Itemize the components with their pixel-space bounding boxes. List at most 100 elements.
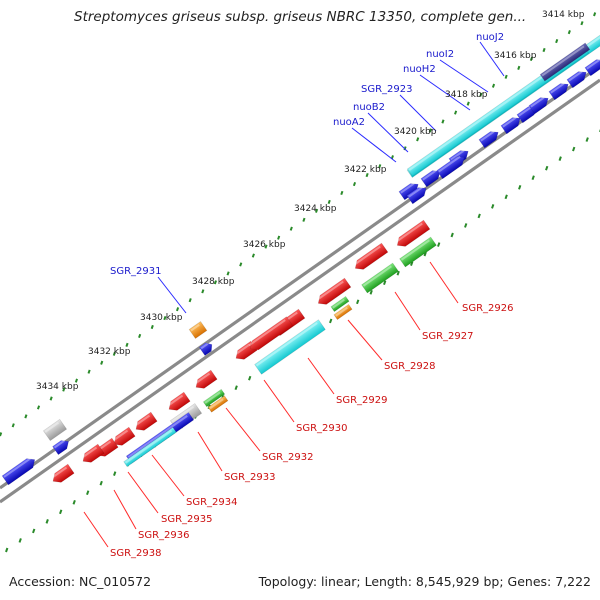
ruler-label: 3434 kbp (36, 382, 79, 392)
reverse-gene (316, 277, 352, 305)
forward-gene-highlight (530, 96, 545, 108)
gene-label: SGR_2938 (110, 548, 162, 559)
chromosome-backbone (0, 78, 600, 504)
ruler-track-tick (593, 12, 597, 17)
other-feature-shape (188, 321, 208, 339)
ruler-label: 3414 kbp (542, 10, 585, 20)
gene-label: SGR_2933 (224, 472, 276, 483)
forward-gene (500, 116, 521, 135)
forward-gene (398, 182, 419, 201)
feature-track-tick (531, 175, 535, 181)
label-leader-line (419, 74, 471, 111)
reverse-gene (395, 219, 431, 247)
unknown-feature (42, 418, 68, 442)
rna-feature-highlight (332, 298, 345, 309)
gene-label: SGR_2930 (296, 423, 348, 434)
ruler-track-tick (163, 315, 167, 321)
reverse-gene-highlight (234, 343, 251, 356)
ruler-track-tick (0, 432, 3, 437)
feature-track-tick (504, 194, 508, 200)
gene-label: nuoA2 (333, 117, 365, 128)
label-leader-line (429, 261, 459, 304)
forward-gene (420, 169, 441, 188)
cds-feature-band-shape (123, 426, 177, 468)
feature-track-tick (491, 204, 495, 209)
label-leader-line (263, 379, 295, 423)
genome-title: Streptomyces griseus subsp. griseus NBRC… (74, 9, 527, 25)
ruler-label: 3432 kbp (88, 347, 131, 357)
reverse-gene-highlight (51, 466, 68, 479)
reverse-gene (353, 242, 389, 270)
other-feature (188, 321, 208, 339)
reverse-gene-shape (396, 219, 431, 247)
ruler-track-tick (529, 56, 533, 62)
reverse-gene (194, 369, 218, 389)
ruler-track-tick (365, 173, 369, 178)
ruler-track-tick (175, 307, 180, 312)
ruler-track-tick (112, 351, 116, 356)
feature-track-tick (437, 242, 441, 247)
forward-gene-highlight (127, 415, 188, 458)
forward-gene-shape (406, 187, 427, 205)
forward-gene-shape (500, 117, 521, 135)
reverse-gene-highlight (112, 429, 129, 442)
cds-feature-band (254, 319, 326, 375)
label-leader-line (399, 94, 437, 132)
forward-gene (406, 186, 427, 205)
other-feature-shape (333, 303, 353, 321)
gene-label: SGR_2936 (138, 530, 190, 541)
feature-track-tick (99, 480, 103, 486)
reverse-gene (167, 391, 191, 411)
ruler-track-tick (188, 298, 192, 303)
cds-feature-band-highlight (256, 322, 318, 367)
forward-gene-highlight (550, 82, 565, 94)
ruler-track-tick (277, 235, 281, 240)
features-layer (1, 32, 600, 486)
label-leader-line (151, 454, 185, 497)
reverse-gene (51, 463, 75, 483)
label-leader-line (307, 357, 335, 395)
ruler-track-tick (403, 146, 407, 151)
reverse-gene-highlight (194, 372, 211, 385)
feature-track-tick (86, 490, 90, 496)
rna-feature (330, 295, 350, 313)
reverse-gene-shape (317, 277, 352, 305)
ruler-track-tick (289, 226, 293, 231)
feature-track-tick (329, 318, 333, 324)
ruler-track-tick (138, 333, 142, 339)
reverse-gene-highlight (395, 222, 423, 243)
ruler-track-tick (150, 324, 154, 330)
ruler-track-tick (580, 21, 584, 26)
ruler-track-tick (491, 83, 496, 88)
other-feature-highlight (209, 398, 224, 410)
feature-track-tick (450, 232, 454, 238)
rna-feature-shape (202, 388, 226, 408)
forward-gene-highlight (3, 457, 31, 478)
ruler-track-tick (11, 423, 15, 428)
forward-gene-highlight (400, 182, 415, 194)
feature-track-tick (585, 137, 589, 142)
ruler-track-tick (125, 342, 129, 347)
gene-label: SGR_2934 (186, 497, 238, 508)
forward-gene-highlight (586, 58, 600, 70)
forward-gene-highlight (450, 149, 465, 161)
forward-gene-highlight (438, 155, 461, 173)
feature-track-tick (558, 156, 562, 161)
cds-feature-band-highlight (408, 48, 583, 171)
forward-gene-highlight (480, 130, 495, 142)
labels-layer: 3414 kbp 3416 kbp 3418 kbp 3420 kbp 3422 kbp… (36, 10, 585, 559)
forward-gene-shape (1, 458, 36, 486)
reverse-gene-highlight (353, 245, 381, 266)
ruler-label: 3426 kbp (243, 240, 286, 250)
gene-label: SGR_2927 (422, 331, 474, 342)
ruler-track-tick (302, 217, 306, 222)
rna-feature (361, 262, 399, 294)
ruler-track-tick (315, 208, 319, 213)
leader-lines-layer (83, 41, 505, 548)
feature-track-tick (356, 299, 360, 305)
rna-feature (202, 388, 226, 408)
label-leader-line (225, 407, 261, 452)
ruler-track-tick (251, 253, 255, 258)
accession-text: Accession: NC_010572 (9, 574, 152, 589)
